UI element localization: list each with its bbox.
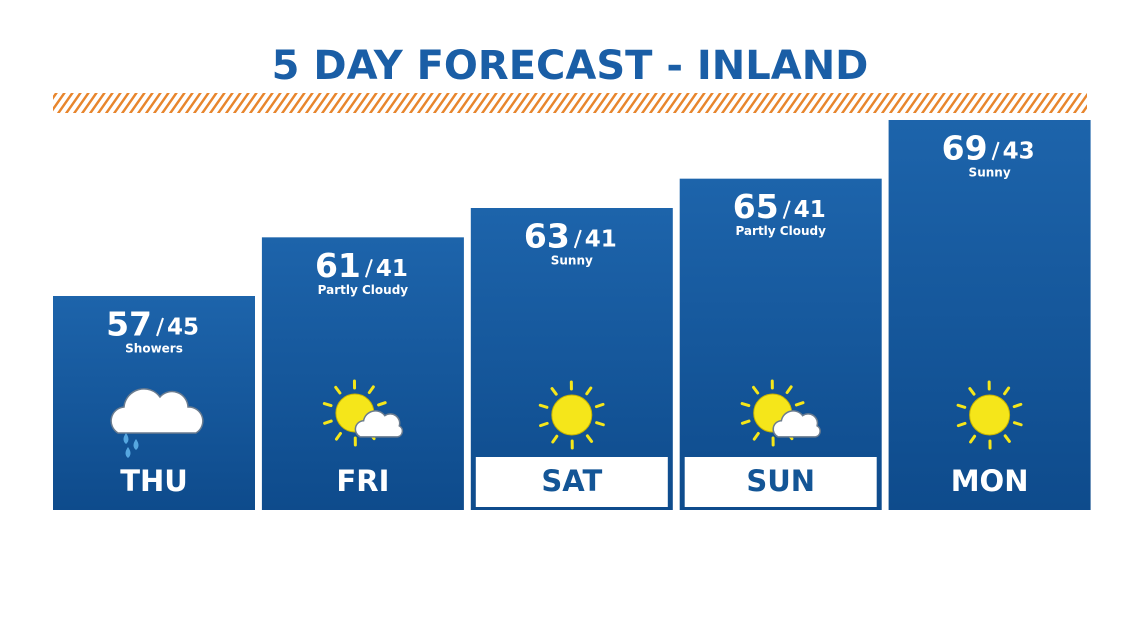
condition: Sunny	[969, 166, 1011, 180]
weather-icon	[322, 379, 404, 447]
sun-ray	[585, 386, 593, 396]
weather-icon	[956, 380, 1023, 450]
sun-ray	[794, 401, 805, 407]
sun-ray	[956, 421, 967, 428]
temp-separator	[782, 200, 791, 219]
sun-ray	[1012, 402, 1023, 409]
divider-stripe	[53, 93, 1087, 113]
sun-ray	[1003, 434, 1011, 443]
sun-ray	[539, 421, 549, 428]
cloud	[354, 410, 404, 438]
condition: Sunny	[551, 254, 593, 268]
low-temp: 41	[376, 256, 408, 282]
high-temp: 57	[106, 305, 152, 344]
condition: Partly Cloudy	[318, 283, 409, 297]
sun-ray	[322, 402, 333, 408]
rain-drop	[125, 447, 131, 458]
day-label: SAT	[541, 464, 602, 498]
sun-ray	[752, 431, 760, 441]
sun-ray	[367, 385, 375, 395]
day-label: MON	[951, 464, 1029, 498]
sun-ray	[334, 385, 342, 395]
high-temp: 65	[733, 187, 779, 226]
high-temp: 61	[315, 246, 361, 285]
low-temp: 41	[794, 197, 826, 223]
condition: Showers	[125, 342, 183, 356]
weather-icon	[110, 388, 204, 458]
day-label: FRI	[336, 464, 389, 498]
day-label-box	[475, 457, 668, 507]
temp-separator	[364, 259, 373, 278]
low-temp: 45	[167, 315, 199, 341]
condition: Partly Cloudy	[735, 224, 826, 238]
rain-drop	[133, 439, 139, 450]
sun-ray	[595, 421, 605, 427]
sun-ray	[538, 403, 549, 409]
sun-ray	[377, 401, 387, 407]
sun-ray	[1012, 421, 1023, 427]
cloud	[772, 410, 821, 438]
day-label: SUN	[746, 464, 815, 498]
day-label-box	[684, 457, 877, 507]
rain-drop	[123, 433, 129, 444]
sun-ray	[752, 385, 760, 395]
day-label: THU	[120, 464, 188, 498]
sun-ray	[740, 402, 751, 408]
cloud	[110, 388, 204, 434]
low-temp: 41	[585, 227, 617, 253]
sun-ray	[550, 387, 558, 396]
low-temp: 43	[1003, 139, 1035, 165]
chart-title: 5 DAY FORECAST - INLAND	[272, 43, 869, 89]
sun-ray	[785, 385, 793, 395]
sun-ray	[1003, 386, 1011, 396]
sun-ray	[968, 387, 976, 396]
sun-ray	[334, 431, 342, 441]
sun-ray	[551, 434, 559, 444]
high-temp: 69	[942, 129, 988, 168]
weather-icon	[740, 379, 821, 447]
bar	[679, 178, 882, 510]
sun-ray	[594, 402, 605, 409]
weather-icon	[538, 380, 605, 450]
temp-separator	[156, 317, 164, 337]
sun	[969, 394, 1011, 436]
sun-ray	[740, 419, 751, 425]
sun-ray	[956, 403, 967, 409]
sun	[551, 394, 593, 436]
high-temp: 63	[524, 217, 570, 256]
sun-ray	[323, 419, 333, 425]
bar	[261, 237, 464, 511]
temp-separator	[991, 141, 1000, 161]
sun-ray	[585, 434, 594, 443]
sun-ray	[969, 434, 977, 444]
temp-separator	[573, 229, 582, 249]
